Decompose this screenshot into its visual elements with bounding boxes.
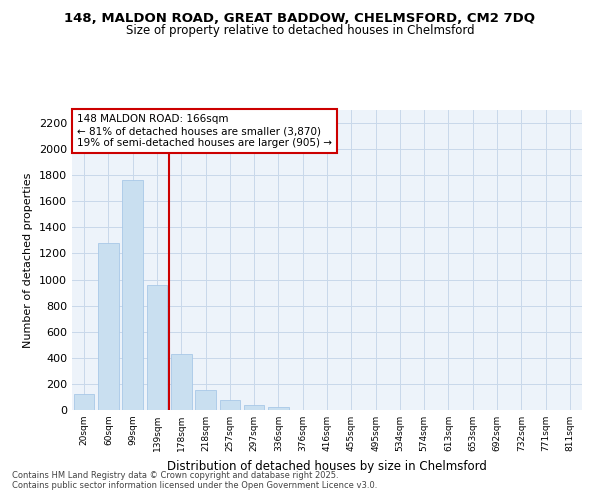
Bar	[122, 180, 143, 410]
Text: Size of property relative to detached houses in Chelmsford: Size of property relative to detached ho…	[125, 24, 475, 37]
Text: Contains public sector information licensed under the Open Government Licence v3: Contains public sector information licen…	[12, 481, 377, 490]
Text: 148 MALDON ROAD: 166sqm
← 81% of detached houses are smaller (3,870)
19% of semi: 148 MALDON ROAD: 166sqm ← 81% of detache…	[77, 114, 332, 148]
Bar	[74, 394, 94, 410]
Bar	[146, 285, 167, 410]
Text: Contains HM Land Registry data © Crown copyright and database right 2025.: Contains HM Land Registry data © Crown c…	[12, 471, 338, 480]
Y-axis label: Number of detached properties: Number of detached properties	[23, 172, 34, 348]
Bar	[268, 408, 289, 410]
Bar	[244, 405, 265, 410]
Text: 148, MALDON ROAD, GREAT BADDOW, CHELMSFORD, CM2 7DQ: 148, MALDON ROAD, GREAT BADDOW, CHELMSFO…	[65, 12, 536, 26]
Bar	[195, 390, 216, 410]
Bar	[98, 243, 119, 410]
X-axis label: Distribution of detached houses by size in Chelmsford: Distribution of detached houses by size …	[167, 460, 487, 472]
Bar	[171, 354, 191, 410]
Bar	[220, 400, 240, 410]
